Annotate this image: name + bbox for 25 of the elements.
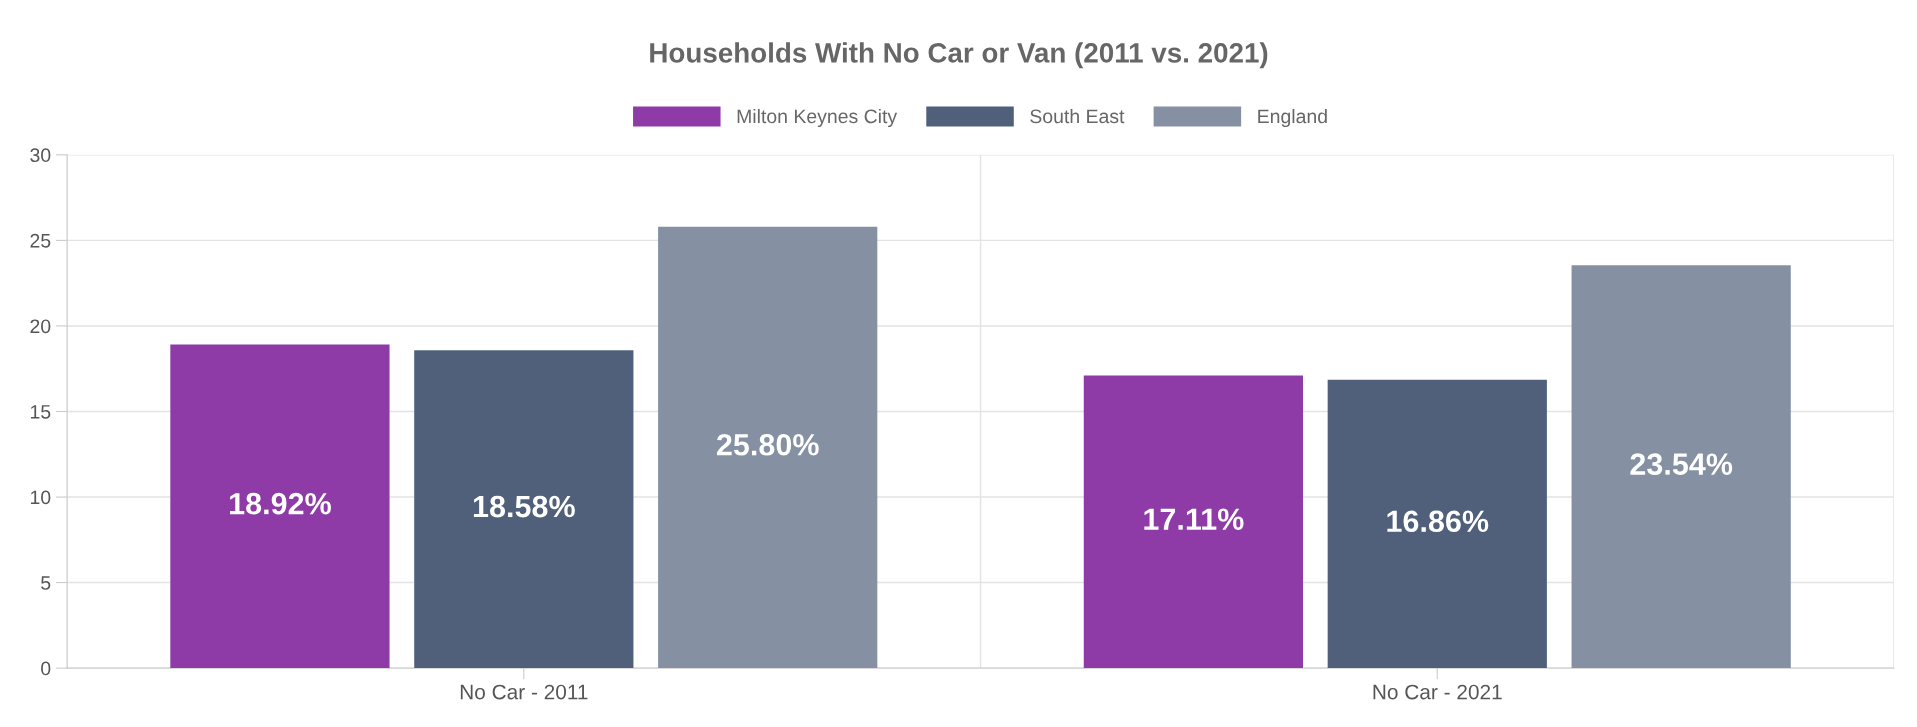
chart-title: Households With No Car or Van (2011 vs. 2021)	[650, 42, 1268, 69]
bar	[1571, 265, 1791, 669]
y-tick-label: 15	[30, 405, 51, 419]
data-label: 23.54%	[1630, 453, 1733, 475]
data-label: 18.92%	[230, 492, 331, 515]
bar	[1327, 379, 1547, 669]
data-label: 25.80%	[716, 433, 819, 456]
y-tick-label: 0	[41, 661, 51, 676]
bar	[1083, 375, 1303, 669]
legend-label: Milton Keynes City	[737, 108, 898, 128]
bar	[414, 350, 634, 669]
bar	[170, 344, 390, 669]
y-tick-label: 25	[30, 233, 51, 248]
y-tick-label: 20	[30, 319, 51, 334]
bar	[658, 226, 878, 669]
data-label: 16.86%	[1387, 510, 1489, 533]
data-label: 18.58%	[473, 495, 575, 518]
y-tick-label: 5	[41, 576, 51, 590]
data-label: 17.11%	[1144, 508, 1244, 530]
legend-label: South East	[1030, 108, 1125, 124]
x-tick-label: No Car - 2011	[460, 684, 588, 700]
x-tick-label: No Car - 2021	[1373, 684, 1502, 700]
y-tick-label: 10	[30, 490, 51, 505]
y-tick-label: 30	[30, 148, 51, 163]
legend-label: England	[1258, 108, 1327, 128]
